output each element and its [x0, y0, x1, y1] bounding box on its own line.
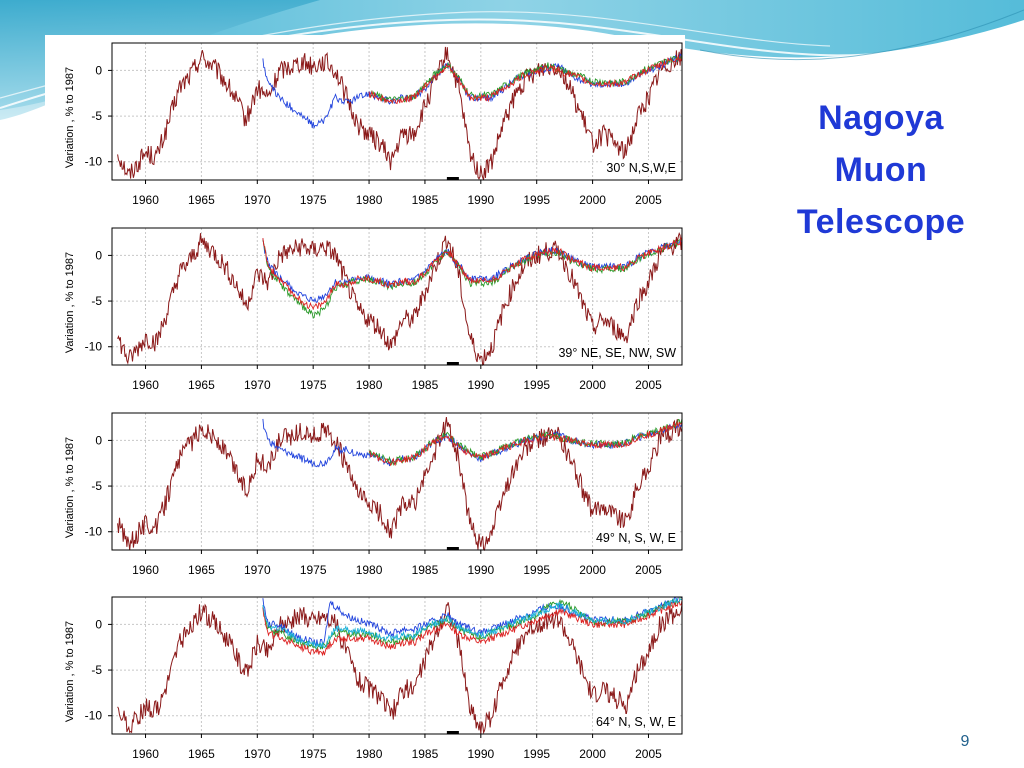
chart-panel-49deg: 1960 1965 1970 1975 1980 1985 1990 1995 2000 2005… [45, 405, 685, 583]
x-tick-label: 2000 [579, 378, 606, 392]
x-tick-label: 1980 [356, 747, 383, 761]
y-tick-label: -10 [85, 155, 103, 169]
chart-panel-30deg: 1960 1965 1970 1975 1980 1985 1990 1995 2000 2005… [45, 35, 685, 213]
x-tick-label: 2000 [579, 193, 606, 207]
x-tick-label: 1990 [467, 378, 494, 392]
plot-frame [111, 42, 683, 181]
series-line [117, 602, 683, 735]
y-axis-label: Variation , % to 1987 [64, 437, 76, 538]
x-tick-label: 1990 [467, 563, 494, 577]
x-tick-label: 1980 [356, 193, 383, 207]
reference-year-marker [446, 547, 459, 550]
y-tick-label: -5 [91, 479, 102, 493]
series-line [117, 417, 683, 552]
x-tick-label: 2005 [635, 378, 662, 392]
x-tick-label: 1985 [412, 378, 439, 392]
plot-frame [111, 227, 683, 366]
panel-label-background [592, 714, 679, 730]
x-tick-label: 2005 [635, 563, 662, 577]
chart-panel-39deg: 1960 1965 1970 1975 1980 1985 1990 1995 2000 2005… [45, 220, 685, 398]
slide-title: Nagoya Muon Telescope [770, 92, 992, 248]
x-tick-label: 1990 [467, 747, 494, 761]
x-tick-label: 2000 [579, 563, 606, 577]
series-line [262, 236, 683, 311]
chart-svg: 1960 1965 1970 1975 1980 1985 1990 1995 2000 2005… [64, 412, 683, 577]
chart-panel-64deg: 1960 1965 1970 1975 1980 1985 1990 1995 2000 2005… [45, 589, 685, 767]
x-tick-label: 2005 [635, 747, 662, 761]
y-tick-label: -10 [85, 525, 103, 539]
x-tick-label: 1960 [132, 193, 159, 207]
y-axis-label: Variation , % to 1987 [64, 621, 76, 722]
title-line-3: Telescope [796, 203, 966, 241]
chart-svg: 1960 1965 1970 1975 1980 1985 1990 1995 2000 2005… [64, 596, 683, 761]
x-tick-label: 1965 [188, 378, 215, 392]
panel-label: 39° NE, SE, NW, SW [558, 346, 676, 360]
x-tick-label: 1990 [467, 193, 494, 207]
plot-frame [111, 412, 683, 551]
panel-label-background [555, 345, 680, 361]
x-tick-label: 1970 [244, 747, 271, 761]
y-axis-label: Variation , % to 1987 [64, 252, 76, 353]
reference-year-marker [446, 362, 459, 365]
x-tick-label: 1975 [300, 193, 327, 207]
x-tick-label: 1980 [356, 378, 383, 392]
x-tick-label: 1975 [300, 747, 327, 761]
series-line [368, 55, 683, 105]
panel-label: 49° N, S, W, E [596, 531, 676, 545]
x-tick-label: 1985 [412, 563, 439, 577]
panel-label: 30° N,S,W,E [606, 161, 676, 175]
y-tick-label: 0 [95, 433, 102, 447]
x-tick-label: 1965 [188, 747, 215, 761]
series-line [262, 597, 683, 650]
series-line [262, 596, 682, 651]
x-tick-label: 2000 [579, 747, 606, 761]
series-line [117, 46, 683, 180]
y-tick-label: -5 [91, 663, 102, 677]
x-tick-label: 1995 [523, 193, 550, 207]
x-tick-label: 1985 [412, 747, 439, 761]
y-tick-label: 0 [95, 63, 102, 77]
x-tick-label: 1965 [188, 563, 215, 577]
chart-svg: 1960 1965 1970 1975 1980 1985 1990 1995 2000 2005… [64, 227, 683, 392]
x-tick-label: 1975 [300, 563, 327, 577]
panel-label-background [603, 160, 679, 176]
x-tick-label: 1975 [300, 378, 327, 392]
reference-year-marker [446, 177, 459, 180]
x-tick-label: 1995 [523, 747, 550, 761]
x-tick-label: 2005 [635, 193, 662, 207]
panel-label: 64° N, S, W, E [596, 715, 676, 729]
title-line-1: Nagoya [818, 99, 944, 137]
y-tick-label: -5 [91, 109, 102, 123]
y-tick-label: 0 [95, 617, 102, 631]
x-tick-label: 1985 [412, 193, 439, 207]
y-tick-label: -10 [85, 340, 103, 354]
series-line [262, 600, 683, 657]
x-tick-label: 1960 [132, 378, 159, 392]
reference-year-marker [446, 731, 459, 734]
x-tick-label: 1970 [244, 378, 271, 392]
panel-label-background [592, 530, 679, 546]
x-tick-label: 1970 [244, 193, 271, 207]
series-line [368, 421, 683, 467]
series-line [368, 53, 683, 105]
x-tick-label: 1965 [188, 193, 215, 207]
series-line [262, 53, 683, 130]
x-tick-label: 1995 [523, 563, 550, 577]
chart-svg: 1960 1965 1970 1975 1980 1985 1990 1995 2000 2005… [64, 42, 683, 207]
x-tick-label: 1960 [132, 563, 159, 577]
title-line-2: Muon [834, 151, 928, 189]
series-line [262, 238, 683, 303]
plot-frame [111, 596, 683, 735]
y-axis-label: Variation , % to 1987 [64, 67, 76, 168]
y-tick-label: -10 [85, 709, 103, 723]
x-tick-label: 1960 [132, 747, 159, 761]
x-tick-label: 1995 [523, 378, 550, 392]
series-line [117, 231, 683, 366]
page-number: 9 [960, 733, 970, 750]
y-tick-label: -5 [91, 294, 102, 308]
x-tick-label: 1980 [356, 563, 383, 577]
x-tick-label: 1970 [244, 563, 271, 577]
series-line [262, 596, 683, 647]
y-tick-label: 0 [95, 248, 102, 262]
